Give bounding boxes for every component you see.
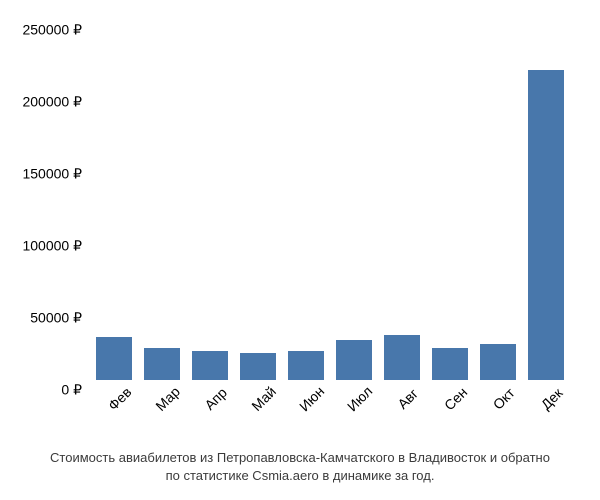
bar xyxy=(192,351,228,380)
x-tick-label: Фев xyxy=(105,384,135,414)
bar xyxy=(384,335,420,380)
bar xyxy=(432,348,468,380)
y-tick-label: 150000 ₽ xyxy=(22,166,82,183)
bar xyxy=(288,351,324,380)
y-tick-label: 250000 ₽ xyxy=(22,22,82,39)
x-tick-label: Июл xyxy=(344,383,375,414)
y-axis-labels: 0 ₽50000 ₽100000 ₽150000 ₽200000 ₽250000… xyxy=(0,10,85,380)
x-tick-label: Сен xyxy=(441,384,470,413)
x-tick-label: Апр xyxy=(201,384,230,413)
caption-line-1: Стоимость авиабилетов из Петропавловска-… xyxy=(0,450,600,465)
caption-line-2: по статистике Csmia.aero в динамике за г… xyxy=(0,468,600,483)
bar xyxy=(480,344,516,380)
bar xyxy=(96,337,132,380)
x-tick-label: Окт xyxy=(490,385,518,413)
bar xyxy=(144,348,180,380)
x-tick-label: Дек xyxy=(538,385,566,413)
y-tick-label: 50000 ₽ xyxy=(30,310,82,327)
bar xyxy=(336,340,372,380)
x-axis-labels: Фев Мар Апр Май Июн Июл Авг Сен Окт Дек xyxy=(88,385,580,445)
y-tick-label: 200000 ₽ xyxy=(22,94,82,111)
chart-plot-area xyxy=(88,20,580,380)
x-tick-label: Мар xyxy=(152,383,183,414)
bars-region xyxy=(88,20,580,380)
bar xyxy=(528,70,564,380)
y-tick-label: 100000 ₽ xyxy=(22,238,82,255)
bar xyxy=(240,353,276,380)
x-tick-label: Авг xyxy=(394,385,421,412)
x-tick-label: Июн xyxy=(296,383,327,414)
y-tick-label: 0 ₽ xyxy=(61,382,82,399)
x-tick-label: Май xyxy=(248,383,279,414)
